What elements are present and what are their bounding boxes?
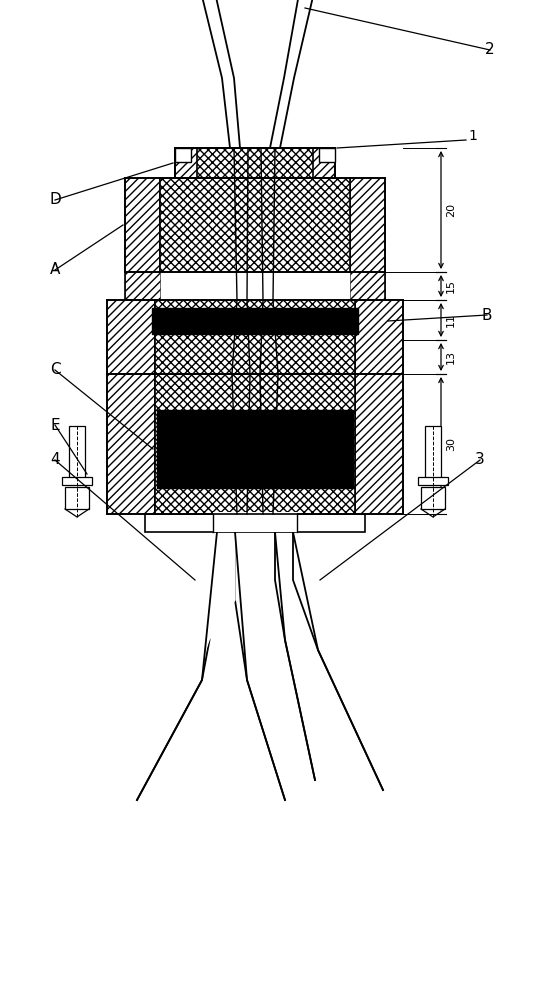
Bar	[355, 300, 403, 374]
Bar	[107, 374, 155, 514]
Bar	[125, 272, 160, 300]
Bar	[152, 308, 358, 334]
Bar	[421, 487, 445, 509]
Text: 2: 2	[485, 42, 495, 57]
Bar	[125, 178, 160, 272]
Bar	[418, 477, 448, 485]
Text: 11: 11	[446, 313, 456, 327]
Text: 15: 15	[446, 279, 456, 293]
Text: D: D	[49, 192, 61, 208]
Bar	[175, 148, 335, 178]
Bar	[65, 487, 89, 509]
Bar	[155, 374, 355, 514]
Bar	[313, 148, 335, 178]
Bar	[425, 426, 441, 481]
Bar	[62, 477, 92, 485]
Bar	[213, 512, 297, 532]
Text: E: E	[50, 418, 60, 432]
Bar	[319, 148, 335, 162]
Text: 20: 20	[446, 203, 456, 217]
Text: 13: 13	[446, 350, 456, 364]
Text: 30: 30	[446, 437, 456, 451]
Text: 3: 3	[475, 452, 485, 468]
Bar	[69, 426, 85, 481]
Text: 4: 4	[50, 452, 60, 468]
Bar	[257, 516, 363, 530]
Bar	[157, 410, 353, 488]
Bar	[155, 300, 355, 374]
Bar	[350, 272, 385, 300]
Bar	[350, 178, 385, 272]
Text: B: B	[482, 308, 492, 322]
Polygon shape	[202, 532, 235, 660]
Text: 1: 1	[468, 129, 477, 143]
Bar	[145, 514, 365, 532]
Bar	[160, 178, 350, 272]
Bar	[175, 148, 335, 178]
Text: C: C	[50, 362, 60, 377]
Bar	[355, 374, 403, 514]
Bar	[147, 516, 255, 530]
Text: A: A	[50, 262, 60, 277]
Bar	[107, 300, 155, 374]
Bar	[175, 148, 191, 162]
Bar	[175, 148, 197, 178]
